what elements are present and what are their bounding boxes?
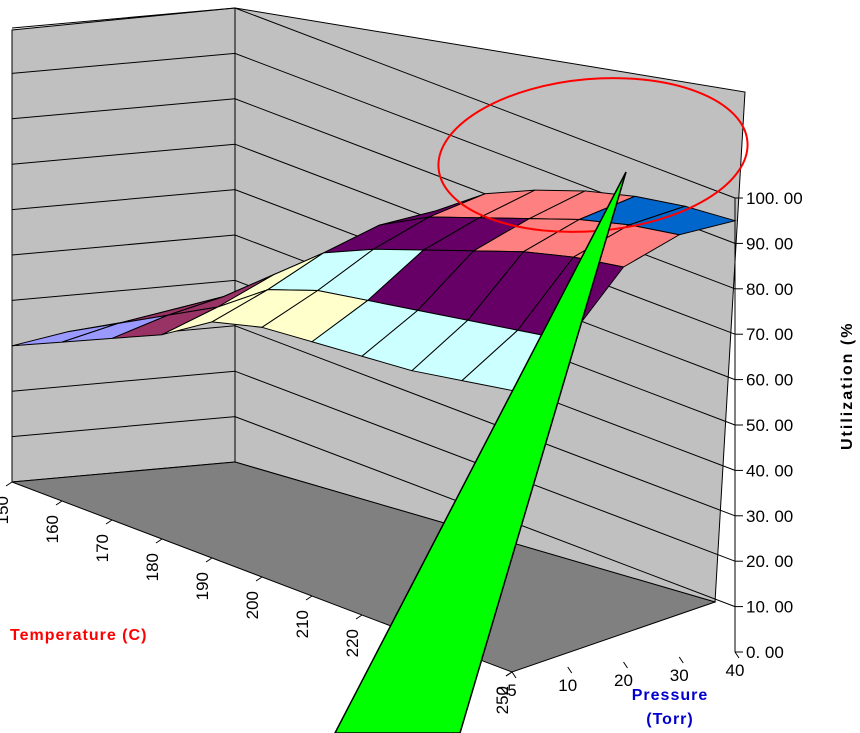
temperature-tick-mark — [205, 557, 213, 563]
z-tick-label: 70. 00 — [746, 325, 793, 344]
temperature-tick-mark — [155, 538, 163, 544]
temperature-tick-mark — [305, 595, 313, 601]
z-tick-label: 100. 00 — [746, 189, 803, 208]
z-tick-label: 20. 00 — [746, 552, 793, 571]
z-tick-label: 50. 00 — [746, 416, 793, 435]
z-axis-ticks — [734, 197, 743, 653]
z-tick-label: 0. 00 — [746, 643, 784, 662]
z-tick-label: 40. 00 — [746, 461, 793, 480]
temperature-tick-mark — [5, 481, 13, 487]
floor — [11, 461, 717, 673]
temperature-axis-ticks — [5, 481, 513, 677]
pressure-axis-labels: 5 10 20 30 40 — [507, 651, 745, 700]
z-tick-label: 10. 00 — [746, 598, 793, 617]
temperature-tick-label: 2 — [493, 686, 512, 695]
z-gridline — [11, 370, 736, 562]
pressure-tick-mark — [511, 671, 517, 679]
pressure-tick-mark — [567, 666, 573, 674]
z-gridline — [11, 416, 736, 608]
temperature-tick-label: 150 — [0, 496, 12, 524]
pressure-axis-title-line1: Pressure — [632, 687, 709, 704]
z-tick-label: 30. 00 — [746, 507, 793, 526]
temperature-axis-title: Temperature (C) — [10, 627, 147, 644]
temperature-tick-label: 160 — [43, 515, 62, 543]
pressure-tick-label: 10 — [558, 676, 577, 695]
temperature-tick-mark — [355, 614, 363, 620]
pressure-tick-mark — [678, 656, 684, 664]
pointer-arrow — [334, 171, 627, 733]
z-tick-label: 90. 00 — [746, 234, 793, 253]
utilization-axis-title: Utilization (% — [839, 322, 856, 450]
temperature-tick-mark — [505, 671, 513, 677]
pressure-tick-mark — [734, 651, 740, 659]
temperature-tick-label: 170 — [93, 534, 112, 562]
pressure-tick-label: 20 — [614, 671, 633, 690]
z-axis-labels: 0. 00 10. 00 20. 00 30. 00 40. 00 50. 00 60. 0… — [746, 189, 803, 662]
z-tick-label: 60. 00 — [746, 371, 793, 390]
temperature-tick-label: 210 — [293, 610, 312, 638]
temperature-tick-label: 190 — [193, 572, 212, 600]
pressure-tick-label: 40 — [726, 661, 745, 680]
pressure-axis-title-line2: (Torr) — [646, 711, 693, 728]
z-gridline — [11, 279, 736, 471]
temperature-tick-label: 180 — [143, 553, 162, 581]
temperature-tick-label: 250 — [493, 686, 512, 714]
temperature-tick-label: 200 — [243, 591, 262, 619]
temperature-tick-label: 220 — [343, 629, 362, 657]
z-tick-label: 80. 00 — [746, 280, 793, 299]
temperature-tick-mark — [105, 519, 113, 525]
pressure-tick-label: 5 — [507, 681, 516, 700]
temperature-tick-mark — [55, 500, 63, 506]
z-gridline — [11, 52, 736, 244]
z-gridline — [11, 7, 736, 199]
pressure-tick-label: 30 — [670, 666, 689, 685]
temperature-tick-mark — [255, 576, 263, 582]
pressure-tick-mark — [623, 661, 628, 669]
